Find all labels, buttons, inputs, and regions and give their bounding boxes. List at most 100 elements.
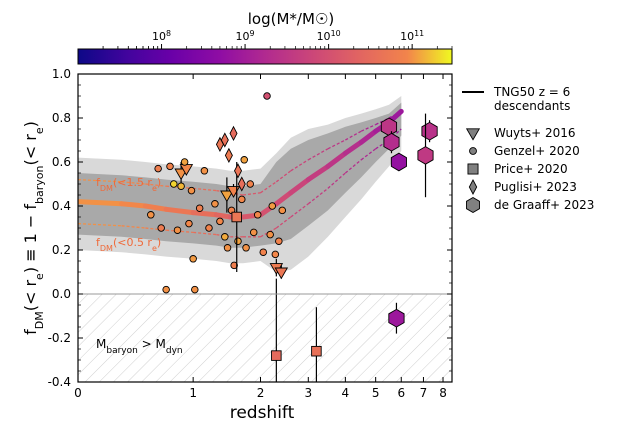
tng50-fdm-1p5re-segment — [360, 124, 376, 132]
colorbar-label: log(M*/M☉) — [248, 10, 334, 28]
tng50-fdm-0p5re-segment — [375, 139, 390, 150]
genzel-2020-point — [173, 226, 182, 234]
tng50-fdm-0p5re-segment — [360, 148, 377, 161]
puglisi-2023-point — [237, 176, 246, 192]
y-tick-label: -0.4 — [48, 375, 71, 389]
genzel-2020-point — [263, 92, 271, 100]
colorbar-tick-label: 108 — [152, 29, 171, 44]
genzel-2020-point — [170, 180, 178, 188]
colorbar-ticks — [102, 44, 453, 49]
legend-marker-diamond — [468, 179, 478, 195]
colorbar-tick-label: 1010 — [317, 29, 341, 44]
price-2020-point — [311, 345, 322, 357]
colorbar — [77, 48, 453, 65]
negative-region-hatch — [78, 294, 452, 382]
plot-area — [78, 92, 452, 382]
tng50-median-segment — [273, 190, 294, 207]
tng50-fdm-0p5re-segment — [78, 222, 122, 227]
tng50-fdm-0p5re-segment — [344, 159, 362, 174]
x-tick-label: 6 — [397, 386, 405, 400]
genzel-2020-point — [271, 250, 280, 259]
tng50-fdm-1p5re-segment — [290, 159, 309, 172]
legend-label: Wuyts+ 2016 — [494, 126, 576, 140]
genzel-2020-point — [211, 200, 219, 208]
y-tick-label: 0.0 — [52, 287, 71, 301]
tng50-fdm-1p5re-segment — [260, 181, 277, 194]
tng50-median-segment — [190, 210, 219, 218]
tng50-median-segment — [305, 163, 331, 183]
tng50-median-segment — [325, 150, 348, 169]
de-graaff-2023-point — [390, 152, 407, 172]
de-graaff-2023-point — [421, 121, 438, 141]
y-tick-label: 1.0 — [52, 67, 71, 81]
genzel-2020-point — [223, 244, 232, 252]
tng50-band-inner — [78, 102, 402, 248]
tng50-fdm-0p5re-segment — [275, 216, 292, 229]
tng50-fdm-1p5re-segment — [121, 181, 146, 185]
tng50-fdm-0p5re-segment — [121, 225, 146, 229]
puglisi-2023-point — [224, 147, 233, 164]
observations — [147, 92, 438, 382]
tng50-fdm-0p5re-segment — [166, 229, 194, 234]
genzel-2020-point — [234, 237, 242, 245]
de-graaff-2023-point — [383, 132, 400, 152]
puglisi-2023-point — [234, 163, 243, 179]
x-tick-label: 4 — [342, 386, 350, 400]
tng50-median-segment — [163, 206, 196, 216]
x-tick-label: 1 — [189, 386, 197, 400]
price-2020-point — [271, 350, 282, 361]
x-tick-label: 0 — [74, 386, 82, 400]
tng50-median-segment — [119, 201, 148, 209]
legend-label: Genzel+ 2020 — [494, 144, 580, 158]
colorbar-tick-labels: 108 109 1010 1011 — [152, 29, 424, 44]
genzel-2020-point — [238, 195, 246, 204]
tng50-fdm-0p5re-segment — [327, 172, 346, 189]
price-2020-point — [231, 211, 242, 223]
legend-label: Puglisi+ 2023 — [494, 180, 577, 194]
x-axis-label: redshift — [230, 403, 295, 423]
puglisi-2023-point — [229, 125, 238, 142]
tng50-fdm-1p5re-segment — [242, 192, 261, 196]
tng50-median-segment — [78, 199, 125, 207]
genzel-2020-point — [177, 182, 185, 190]
genzel-2020-point — [185, 219, 193, 228]
legend-label: de Graaff+ 2023 — [494, 198, 594, 212]
tng50-fdm-0p5re-segment — [290, 203, 309, 218]
genzel-2020-point — [253, 211, 262, 219]
de-graaff-2023-point — [380, 117, 398, 137]
tng50-median-segment — [288, 177, 311, 196]
legend-marker-hexagon — [466, 196, 480, 214]
genzel-2020-point — [249, 228, 258, 237]
colorbar-tick-label: 109 — [236, 29, 255, 44]
puglisi-2023-point — [220, 132, 229, 148]
genzel-2020-point — [246, 180, 254, 188]
tng50-fdm-1p5re-segment — [275, 170, 292, 183]
x-tick-label: 7 — [420, 386, 428, 400]
legend-label: Price+ 2020 — [494, 162, 568, 176]
tng50-fdm-1p5re-segment — [307, 148, 329, 161]
y-axis-ticks: -0.4 -0.2 0.0 0.2 0.4 0.6 0.8 1.0 — [48, 67, 452, 389]
genzel-2020-point — [205, 224, 213, 232]
curve-label-0p5re: fDM(<0.5 re) — [96, 236, 161, 253]
x-tick-label: 2 — [257, 386, 265, 400]
genzel-2020-point — [147, 211, 155, 219]
legend-tng50-label: TNG50 z = 6 descendants — [493, 85, 570, 113]
genzel-2020-point — [240, 156, 248, 164]
y-axis-label: fDM(< re) ≡ 1 − fbaryon(< re) — [21, 121, 46, 335]
legend-marker-circle — [469, 147, 477, 155]
y-tick-label: 0.2 — [52, 243, 71, 257]
genzel-2020-point — [157, 224, 165, 232]
legend: TNG50 z = 6 descendants Wuyts+ 2016 Genzel+… — [462, 85, 594, 214]
y-tick-label: 0.6 — [52, 155, 71, 169]
tng50-fdm-0p5re-segment — [193, 231, 217, 236]
tng50-fdm-1p5re-segment — [145, 183, 167, 187]
y-tick-label: -0.2 — [48, 331, 71, 345]
de-graaff-2023-point — [417, 146, 434, 165]
genzel-2020-point — [242, 244, 250, 252]
genzel-2020-point — [189, 255, 197, 263]
genzel-2020-point — [216, 217, 224, 226]
genzel-2020-point — [162, 285, 170, 294]
